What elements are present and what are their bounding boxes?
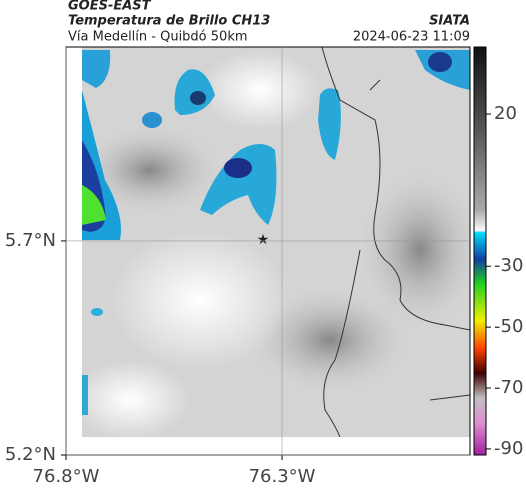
colorbar-tick-label: -70 <box>494 377 523 398</box>
colorbar-tick-label: -30 <box>494 255 523 276</box>
colorbar-tick-label: -90 <box>494 438 523 459</box>
imagery <box>82 47 470 437</box>
location-marker: ★ <box>257 232 270 248</box>
colorbar <box>473 46 487 456</box>
timestamp: 2024-06-23 11:09 <box>353 30 470 45</box>
colorbar-tick-label: -50 <box>494 316 523 337</box>
y-tick-label: 5.2°N <box>5 444 56 465</box>
y-tick-label: 5.7°N <box>5 230 56 251</box>
source: SIATA <box>429 14 470 29</box>
colorbar-tick-label: 20 <box>494 103 517 124</box>
x-tick-label: 76.8°W <box>33 466 100 487</box>
x-tick-label: 76.3°W <box>249 466 316 487</box>
satellite: GOES-EAST <box>68 0 152 14</box>
route: Vía Medellín - Quibdó 50km <box>68 30 248 45</box>
product: Temperatura de Brillo CH13 <box>68 14 270 29</box>
